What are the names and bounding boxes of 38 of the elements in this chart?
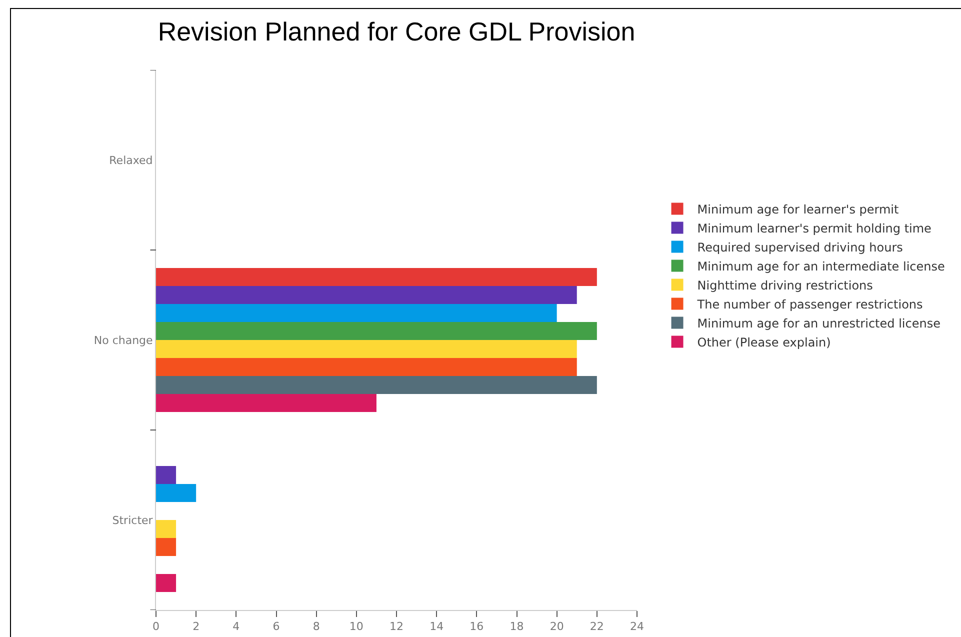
- x-tick-label: 6: [272, 620, 280, 634]
- x-tick-label: 4: [232, 620, 240, 634]
- bar: [156, 574, 176, 592]
- chart-title: Revision Planned for Core GDL Provision: [158, 16, 636, 46]
- x-tick-label: 20: [550, 620, 564, 634]
- x-tick-label: 22: [590, 620, 604, 634]
- bar: [156, 304, 557, 322]
- legend-label: Nighttime driving restrictions: [697, 278, 873, 292]
- x-tick-label: 10: [349, 620, 364, 634]
- x-tick-label: 12: [390, 620, 404, 634]
- legend-label: Minimum age for an intermediate license: [697, 259, 945, 274]
- legend-label: Other (Please explain): [697, 335, 831, 350]
- bar: [156, 358, 577, 376]
- bar: [156, 340, 577, 358]
- x-tick-label: 8: [312, 620, 320, 634]
- legend-label: Required supervised driving hours: [697, 240, 903, 254]
- y-tick-label: Stricter: [112, 514, 154, 527]
- bar: [156, 286, 577, 304]
- bar: [156, 466, 176, 484]
- bar: [156, 376, 597, 394]
- legend-label: Minimum age for learner's permit: [697, 202, 900, 216]
- bar: [156, 394, 376, 412]
- bar: [156, 520, 176, 538]
- legend-label: Minimum learner's permit holding time: [697, 221, 932, 236]
- legend-label: The number of passenger restrictions: [696, 297, 923, 312]
- bar: [156, 484, 196, 502]
- bar: [156, 268, 597, 286]
- x-tick-label: 14: [430, 620, 444, 634]
- bar: [156, 322, 597, 340]
- x-tick-label: 0: [152, 620, 160, 634]
- x-tick-label: 2: [192, 620, 200, 634]
- y-tick-label: No change: [94, 334, 154, 347]
- x-tick-label: 24: [630, 620, 644, 634]
- y-tick-label: Relaxed: [109, 154, 153, 167]
- legend-label: Minimum age for an unrestricted license: [697, 316, 940, 330]
- bar: [156, 538, 176, 556]
- x-tick-label: 16: [470, 620, 484, 634]
- x-tick-label: 18: [510, 620, 524, 634]
